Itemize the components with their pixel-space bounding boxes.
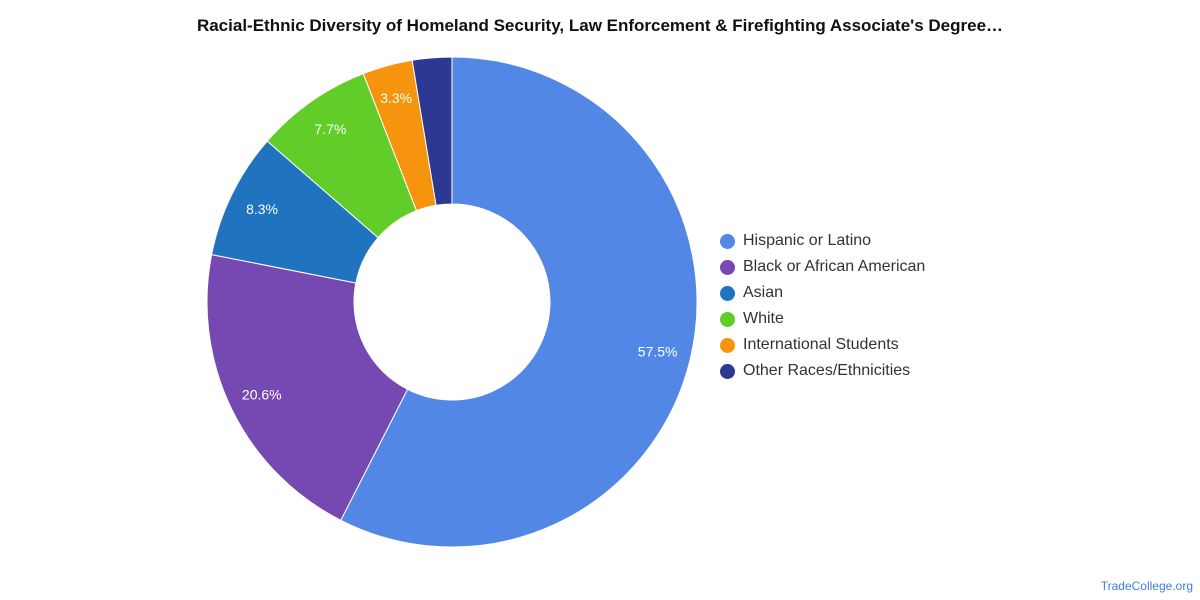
legend-item-0[interactable]: Hispanic or Latino xyxy=(720,228,925,254)
slice-1[interactable] xyxy=(206,253,409,521)
legend-item-2[interactable]: Asian xyxy=(720,280,925,306)
legend-item-4[interactable]: International Students xyxy=(720,332,925,358)
legend-label: International Students xyxy=(743,336,899,353)
slice-5[interactable] xyxy=(411,56,453,206)
legend-swatch xyxy=(720,233,735,249)
legend-item-5[interactable]: Other Races/Ethnicities xyxy=(720,358,925,384)
slice-label-3: 7.7% xyxy=(314,121,346,137)
legend-label: Black or African American xyxy=(743,258,926,275)
legend-item-1[interactable]: Black or African American xyxy=(720,254,925,280)
legend-swatch xyxy=(720,311,735,327)
chart-legend: Hispanic or Latino Black or African Ameri… xyxy=(720,228,925,384)
legend-swatch xyxy=(720,363,735,379)
legend-swatch xyxy=(720,285,735,301)
legend-item-3[interactable]: White xyxy=(720,306,925,332)
slice-label-2: 8.3% xyxy=(246,201,278,217)
source-link[interactable]: TradeCollege.org xyxy=(1100,579,1193,593)
legend-label: Other Races/Ethnicities xyxy=(743,362,911,379)
chart-title: Racial-Ethnic Diversity of Homeland Secu… xyxy=(196,16,1004,35)
legend-label: White xyxy=(743,310,784,327)
slice-label-0: 57.5% xyxy=(638,343,678,359)
slice-label-1: 20.6% xyxy=(242,386,282,402)
slice-0[interactable] xyxy=(340,56,698,548)
slice-label-4: 3.3% xyxy=(380,90,412,106)
legend-label: Hispanic or Latino xyxy=(743,232,872,249)
legend-label: Asian xyxy=(743,284,784,301)
legend-swatch xyxy=(720,337,735,353)
legend-swatch xyxy=(720,259,735,275)
